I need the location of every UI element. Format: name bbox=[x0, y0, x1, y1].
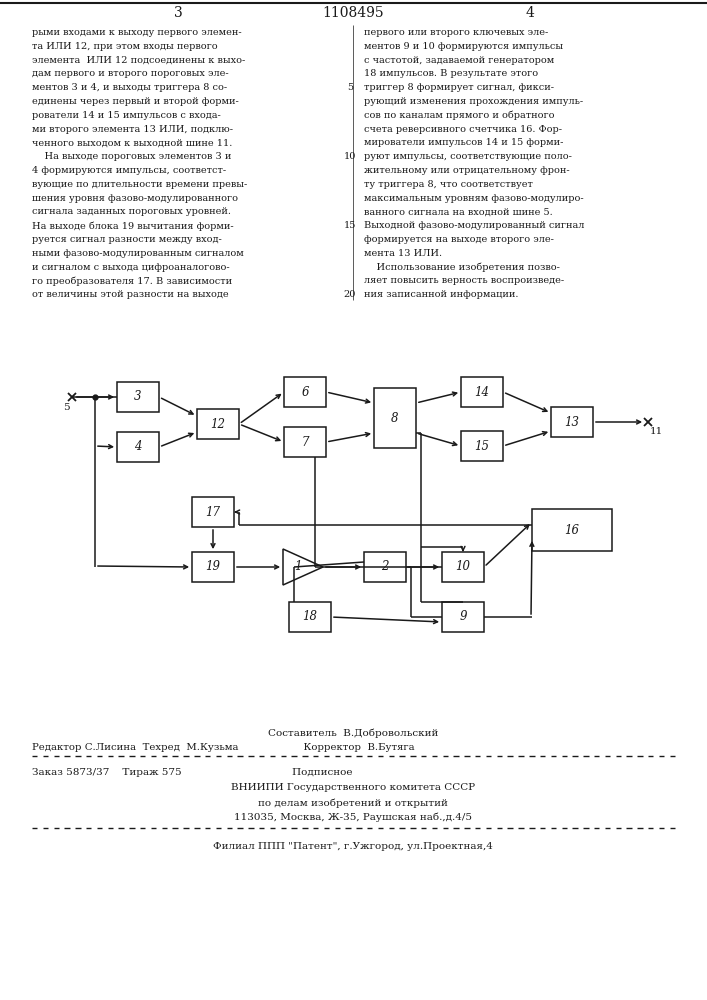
Bar bbox=[364, 552, 406, 582]
Text: 14: 14 bbox=[474, 385, 489, 398]
Text: ментов 3 и 4, и выходы триггера 8 со-: ментов 3 и 4, и выходы триггера 8 со- bbox=[32, 83, 227, 92]
Text: рыми входами к выходу первого элемен-: рыми входами к выходу первого элемен- bbox=[32, 28, 242, 37]
Text: триггер 8 формирует сигнал, фикси-: триггер 8 формирует сигнал, фикси- bbox=[364, 83, 554, 92]
Text: та ИЛИ 12, при этом входы первого: та ИЛИ 12, при этом входы первого bbox=[32, 42, 218, 51]
Bar bbox=[551, 407, 593, 437]
Text: единены через первый и второй форми-: единены через первый и второй форми- bbox=[32, 97, 239, 106]
Text: 7: 7 bbox=[301, 436, 309, 448]
Bar bbox=[117, 382, 159, 412]
Text: мента 13 ИЛИ.: мента 13 ИЛИ. bbox=[364, 249, 442, 258]
Text: элемента  ИЛИ 12 подсоединены к выхо-: элемента ИЛИ 12 подсоединены к выхо- bbox=[32, 56, 245, 65]
Text: Составитель  В.Добровольский: Составитель В.Добровольский bbox=[268, 728, 438, 738]
Bar bbox=[197, 409, 239, 439]
Text: 6: 6 bbox=[301, 385, 309, 398]
Text: На выходе блока 19 вычитания форми-: На выходе блока 19 вычитания форми- bbox=[32, 221, 233, 231]
Text: рующий изменения прохождения импуль-: рующий изменения прохождения импуль- bbox=[364, 97, 583, 106]
Text: 4: 4 bbox=[134, 440, 141, 454]
Text: 18: 18 bbox=[303, 610, 317, 624]
Text: мирователи импульсов 14 и 15 форми-: мирователи импульсов 14 и 15 форми- bbox=[364, 138, 563, 147]
Text: 17: 17 bbox=[206, 506, 221, 518]
Polygon shape bbox=[283, 549, 323, 585]
Text: го преобразователя 17. В зависимости: го преобразователя 17. В зависимости bbox=[32, 276, 232, 286]
Text: 4 формируются импульсы, соответст-: 4 формируются импульсы, соответст- bbox=[32, 166, 226, 175]
Text: Использование изобретения позво-: Использование изобретения позво- bbox=[364, 263, 560, 272]
Bar bbox=[374, 388, 416, 448]
Text: На выходе пороговых элементов 3 и: На выходе пороговых элементов 3 и bbox=[32, 152, 231, 161]
Text: ванного сигнала на входной шине 5.: ванного сигнала на входной шине 5. bbox=[364, 207, 553, 216]
Text: и сигналом с выхода цифроаналогово-: и сигналом с выхода цифроаналогово- bbox=[32, 263, 230, 272]
Text: 2: 2 bbox=[381, 560, 389, 574]
Text: шения уровня фазово-модулированного: шения уровня фазово-модулированного bbox=[32, 194, 238, 203]
Text: ченного выходом к выходной шине 11.: ченного выходом к выходной шине 11. bbox=[32, 138, 233, 147]
Text: сов по каналам прямого и обратного: сов по каналам прямого и обратного bbox=[364, 111, 554, 120]
Bar bbox=[284, 377, 326, 407]
Text: 9: 9 bbox=[460, 610, 467, 624]
Text: 15: 15 bbox=[474, 440, 489, 452]
Text: 3: 3 bbox=[174, 6, 182, 20]
Text: 11: 11 bbox=[649, 428, 662, 436]
Text: дам первого и второго пороговых эле-: дам первого и второго пороговых эле- bbox=[32, 69, 228, 78]
Text: вующие по длительности времени превы-: вующие по длительности времени превы- bbox=[32, 180, 247, 189]
Text: первого или второго ключевых эле-: первого или второго ключевых эле- bbox=[364, 28, 548, 37]
Bar bbox=[192, 497, 234, 527]
Text: ными фазово-модулированным сигналом: ными фазово-модулированным сигналом bbox=[32, 249, 244, 258]
Text: 5: 5 bbox=[347, 83, 353, 92]
Bar bbox=[289, 602, 331, 632]
Text: жительному или отрицательному фрон-: жительному или отрицательному фрон- bbox=[364, 166, 570, 175]
Text: формируется на выходе второго эле-: формируется на выходе второго эле- bbox=[364, 235, 554, 244]
Text: руется сигнал разности между вход-: руется сигнал разности между вход- bbox=[32, 235, 222, 244]
Text: Заказ 5873/37    Тираж 575                                  Подписное: Заказ 5873/37 Тираж 575 Подписное bbox=[32, 768, 353, 777]
Text: рователи 14 и 15 импульсов с входа-: рователи 14 и 15 импульсов с входа- bbox=[32, 111, 221, 120]
Text: 19: 19 bbox=[206, 560, 221, 574]
Text: по делам изобретений и открытий: по делам изобретений и открытий bbox=[258, 798, 448, 808]
Text: руют импульсы, соответствующие поло-: руют импульсы, соответствующие поло- bbox=[364, 152, 572, 161]
Text: Выходной фазово-модулированный сигнал: Выходной фазово-модулированный сигнал bbox=[364, 221, 585, 230]
Text: ния записанной информации.: ния записанной информации. bbox=[364, 290, 518, 299]
Text: 113035, Москва, Ж-35, Раушская наб.,д.4/5: 113035, Москва, Ж-35, Раушская наб.,д.4/… bbox=[234, 813, 472, 822]
Text: ми второго элемента 13 ИЛИ, подклю-: ми второго элемента 13 ИЛИ, подклю- bbox=[32, 125, 233, 134]
Text: 1: 1 bbox=[294, 560, 302, 574]
Text: ВНИИПИ Государственного комитета СССР: ВНИИПИ Государственного комитета СССР bbox=[231, 783, 475, 792]
Text: 20: 20 bbox=[344, 290, 356, 299]
Bar bbox=[442, 552, 484, 582]
Text: максимальным уровням фазово-модулиро-: максимальным уровням фазово-модулиро- bbox=[364, 194, 583, 203]
Text: 8: 8 bbox=[391, 412, 399, 424]
Text: 12: 12 bbox=[211, 418, 226, 430]
Text: ту триггера 8, что соответствует: ту триггера 8, что соответствует bbox=[364, 180, 533, 189]
Text: 1108495: 1108495 bbox=[322, 6, 384, 20]
Text: сигнала заданных пороговых уровней.: сигнала заданных пороговых уровней. bbox=[32, 207, 231, 216]
Text: с частотой, задаваемой генератором: с частотой, задаваемой генератором bbox=[364, 56, 554, 65]
Bar bbox=[461, 431, 503, 461]
Bar bbox=[192, 552, 234, 582]
Text: Филиал ППП "Патент", г.Ужгород, ул.Проектная,4: Филиал ППП "Патент", г.Ужгород, ул.Проек… bbox=[213, 842, 493, 851]
Text: ментов 9 и 10 формируются импульсы: ментов 9 и 10 формируются импульсы bbox=[364, 42, 563, 51]
Bar bbox=[284, 427, 326, 457]
Text: счета реверсивного счетчика 16. Фор-: счета реверсивного счетчика 16. Фор- bbox=[364, 125, 562, 134]
Text: 16: 16 bbox=[564, 524, 580, 536]
Bar bbox=[532, 509, 612, 551]
Bar bbox=[117, 432, 159, 462]
Text: от величины этой разности на выходе: от величины этой разности на выходе bbox=[32, 290, 228, 299]
Text: 10: 10 bbox=[344, 152, 356, 161]
Bar bbox=[442, 602, 484, 632]
Bar bbox=[461, 377, 503, 407]
Text: 3: 3 bbox=[134, 390, 141, 403]
Text: 15: 15 bbox=[344, 221, 356, 230]
Text: 10: 10 bbox=[455, 560, 470, 574]
Text: Редактор С.Лисина  Техред  М.Кузьма                    Корректор  В.Бутяга: Редактор С.Лисина Техред М.Кузьма Коррек… bbox=[32, 743, 414, 752]
Text: 18 импульсов. В результате этого: 18 импульсов. В результате этого bbox=[364, 69, 538, 78]
Text: 5: 5 bbox=[63, 402, 69, 412]
Text: 4: 4 bbox=[525, 6, 534, 20]
Text: 13: 13 bbox=[564, 416, 580, 428]
Text: ляет повысить верность воспроизведе-: ляет повысить верность воспроизведе- bbox=[364, 276, 564, 285]
